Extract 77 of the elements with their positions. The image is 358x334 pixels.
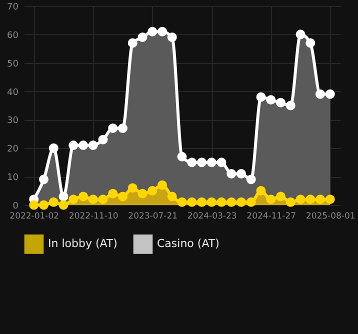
point (226, 168, 236, 178)
y-tick-label: 10 (7, 173, 19, 184)
point (256, 186, 266, 196)
point (39, 174, 48, 184)
x-tick-label: 2024-03-23 (187, 212, 237, 222)
point (197, 197, 206, 207)
x-tick-label: 2022-11-10 (68, 212, 118, 222)
x-tick-label: 2025-08-01 (306, 212, 356, 222)
point (236, 168, 246, 178)
y-tick-label: 50 (7, 59, 19, 70)
point (206, 197, 216, 207)
point (167, 32, 177, 42)
point (236, 197, 246, 207)
y-tick-label: 60 (7, 30, 19, 41)
point (78, 192, 88, 202)
x-tick-label: 2024-11-27 (246, 212, 296, 222)
point (246, 197, 256, 207)
point (187, 197, 197, 207)
point (108, 188, 118, 198)
y-tick-label: 20 (7, 144, 19, 155)
point (29, 200, 39, 210)
point (206, 158, 216, 168)
legend-label: Casino (AT) (157, 237, 220, 250)
point (108, 124, 118, 133)
point (266, 194, 276, 204)
point (187, 158, 197, 168)
point (216, 158, 226, 168)
point (158, 26, 167, 36)
point (128, 183, 138, 193)
point (316, 89, 325, 99)
point (148, 186, 158, 196)
point (246, 174, 256, 184)
point (167, 192, 177, 202)
point (78, 140, 88, 150)
point (148, 26, 158, 36)
x-tick-label: 2023-07-21 (128, 212, 178, 222)
point (226, 197, 236, 207)
point (48, 197, 58, 207)
y-tick-label: 40 (7, 88, 19, 98)
point (118, 192, 128, 202)
point (177, 152, 187, 162)
point (286, 100, 296, 110)
point (48, 143, 58, 153)
point (138, 32, 148, 42)
point (296, 30, 306, 40)
y-tick-label: 0 (12, 202, 19, 212)
point (118, 124, 128, 133)
y-tick-label: 30 (7, 116, 19, 126)
point (177, 197, 187, 207)
point (316, 194, 325, 204)
point (39, 200, 48, 210)
point (58, 192, 68, 202)
y-tick-label: 70 (7, 2, 19, 12)
legend-label: In lobby (AT) (48, 237, 118, 250)
point (276, 192, 286, 202)
point (266, 95, 276, 105)
point (138, 188, 148, 198)
point (68, 140, 78, 150)
point (158, 180, 167, 190)
point (296, 194, 306, 204)
point (98, 194, 108, 204)
point (325, 89, 335, 99)
x-tick-label: 2022-01-02 (10, 212, 60, 222)
point (58, 200, 68, 210)
point (128, 38, 138, 48)
point (68, 194, 78, 204)
point (306, 38, 316, 48)
point (286, 197, 296, 207)
point (276, 98, 286, 108)
point (197, 158, 206, 168)
point (216, 197, 226, 207)
point (325, 194, 335, 204)
point (256, 92, 266, 102)
point (88, 194, 98, 204)
point (88, 140, 98, 150)
point (98, 134, 108, 144)
point (306, 194, 316, 204)
